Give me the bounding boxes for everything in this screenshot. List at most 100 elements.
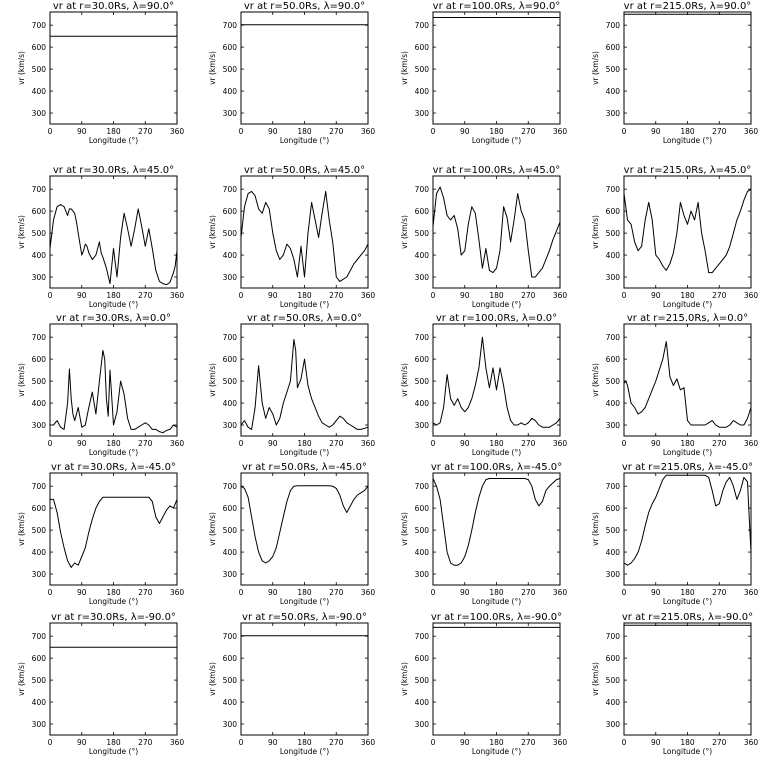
y-tick-label: 700 bbox=[415, 482, 430, 491]
x-tick-label: 90 bbox=[460, 439, 470, 448]
panel-20: vr at r=215.0Rs, λ=-90.0° 0 90 180 270 360 300… bbox=[591, 612, 758, 756]
x-tick-label: 90 bbox=[651, 439, 661, 448]
x-tick-label: 90 bbox=[268, 291, 278, 300]
y-tick-label: 400 bbox=[415, 698, 430, 707]
y-axis-label: vr (km/s) bbox=[400, 363, 409, 397]
panel-2: vr at r=50.0Rs, λ=90.0° 0 90 180 270 360 300 40… bbox=[208, 1, 375, 145]
x-tick-label: 0 bbox=[48, 127, 53, 136]
panel-title: vr at r=100.0Rs, λ=90.0° bbox=[433, 1, 561, 12]
x-tick-label: 0 bbox=[239, 127, 244, 136]
y-tick-label: 400 bbox=[606, 87, 621, 96]
series-line bbox=[432, 478, 561, 566]
x-tick-label: 270 bbox=[329, 738, 344, 747]
x-tick-label: 90 bbox=[460, 588, 470, 597]
x-tick-label: 90 bbox=[77, 439, 87, 448]
y-tick-label: 700 bbox=[606, 21, 621, 30]
x-tick-label: 90 bbox=[77, 588, 87, 597]
y-tick-label: 700 bbox=[32, 333, 47, 342]
y-tick-label: 300 bbox=[223, 720, 238, 729]
y-tick-label: 300 bbox=[32, 720, 47, 729]
x-axis-label: Longitude (°) bbox=[280, 136, 329, 145]
series-line bbox=[240, 485, 369, 564]
x-tick-label: 0 bbox=[48, 291, 53, 300]
y-axis-label: vr (km/s) bbox=[208, 512, 217, 546]
y-tick-label: 600 bbox=[32, 43, 47, 52]
x-tick-label: 360 bbox=[553, 127, 568, 136]
x-tick-label: 90 bbox=[268, 127, 278, 136]
y-tick-label: 300 bbox=[223, 109, 238, 118]
x-tick-label: 360 bbox=[553, 588, 568, 597]
x-tick-label: 180 bbox=[297, 127, 312, 136]
y-tick-label: 700 bbox=[415, 632, 430, 641]
x-tick-label: 270 bbox=[712, 127, 727, 136]
y-axis-label: vr (km/s) bbox=[17, 363, 26, 397]
x-tick-label: 180 bbox=[297, 588, 312, 597]
x-tick-label: 0 bbox=[239, 291, 244, 300]
y-tick-label: 500 bbox=[606, 65, 621, 74]
y-axis-label: vr (km/s) bbox=[208, 215, 217, 249]
x-tick-label: 360 bbox=[553, 439, 568, 448]
panel-title: vr at r=30.0Rs, λ=0.0° bbox=[56, 313, 171, 324]
y-tick-label: 600 bbox=[223, 355, 238, 364]
y-tick-label: 300 bbox=[32, 273, 47, 282]
x-tick-label: 180 bbox=[106, 738, 121, 747]
plot-frame bbox=[240, 472, 369, 586]
y-tick-label: 500 bbox=[32, 377, 47, 386]
y-tick-label: 300 bbox=[415, 421, 430, 430]
y-tick-label: 500 bbox=[32, 229, 47, 238]
series-line bbox=[623, 341, 752, 428]
plot-frame bbox=[432, 11, 561, 125]
x-tick-label: 270 bbox=[329, 291, 344, 300]
panel-title: vr at r=50.0Rs, λ=90.0° bbox=[244, 1, 365, 12]
y-tick-label: 700 bbox=[415, 333, 430, 342]
x-tick-label: 360 bbox=[361, 738, 376, 747]
x-tick-label: 360 bbox=[170, 738, 185, 747]
x-tick-label: 270 bbox=[712, 588, 727, 597]
y-tick-label: 300 bbox=[606, 273, 621, 282]
y-tick-label: 700 bbox=[223, 482, 238, 491]
panel-title: vr at r=215.0Rs, λ=45.0° bbox=[624, 165, 752, 176]
y-tick-label: 600 bbox=[415, 504, 430, 513]
y-tick-label: 300 bbox=[415, 273, 430, 282]
x-tick-label: 180 bbox=[680, 127, 695, 136]
series-line bbox=[50, 496, 178, 568]
panel-title: vr at r=30.0Rs, λ=90.0° bbox=[53, 1, 174, 12]
y-axis-label: vr (km/s) bbox=[591, 215, 600, 249]
x-tick-label: 0 bbox=[622, 439, 627, 448]
y-axis-label: vr (km/s) bbox=[400, 512, 409, 546]
y-tick-label: 400 bbox=[415, 399, 430, 408]
x-tick-label: 180 bbox=[680, 439, 695, 448]
series-line bbox=[623, 188, 752, 274]
y-tick-label: 500 bbox=[606, 526, 621, 535]
y-tick-label: 400 bbox=[606, 698, 621, 707]
y-tick-label: 700 bbox=[606, 185, 621, 194]
panel-19: vr at r=100.0Rs, λ=-90.0° 0 90 180 270 360 300… bbox=[400, 612, 567, 756]
x-axis-label: Longitude (°) bbox=[89, 747, 138, 756]
y-tick-label: 400 bbox=[606, 548, 621, 557]
y-tick-label: 500 bbox=[415, 526, 430, 535]
y-tick-label: 500 bbox=[223, 676, 238, 685]
x-tick-label: 270 bbox=[712, 439, 727, 448]
x-axis-label: Longitude (°) bbox=[663, 747, 712, 756]
y-tick-label: 500 bbox=[223, 229, 238, 238]
x-tick-label: 180 bbox=[297, 291, 312, 300]
y-tick-label: 600 bbox=[32, 504, 47, 513]
x-tick-label: 0 bbox=[239, 588, 244, 597]
y-tick-label: 400 bbox=[415, 87, 430, 96]
x-tick-label: 270 bbox=[138, 588, 153, 597]
x-tick-label: 90 bbox=[268, 439, 278, 448]
y-tick-label: 500 bbox=[606, 229, 621, 238]
y-tick-label: 500 bbox=[415, 65, 430, 74]
x-tick-label: 0 bbox=[48, 588, 53, 597]
y-tick-label: 600 bbox=[223, 504, 238, 513]
panel-title: vr at r=50.0Rs, λ=0.0° bbox=[247, 313, 362, 324]
x-tick-label: 90 bbox=[651, 588, 661, 597]
y-axis-label: vr (km/s) bbox=[591, 662, 600, 696]
y-tick-label: 600 bbox=[32, 654, 47, 663]
x-tick-label: 180 bbox=[106, 291, 121, 300]
panel-8: vr at r=215.0Rs, λ=45.0° 0 90 180 270 360 300 4… bbox=[591, 165, 758, 309]
x-tick-label: 180 bbox=[489, 291, 504, 300]
series-line bbox=[623, 474, 752, 566]
panel-title: vr at r=100.0Rs, λ=-90.0° bbox=[431, 612, 562, 623]
plot-frame bbox=[432, 323, 561, 437]
